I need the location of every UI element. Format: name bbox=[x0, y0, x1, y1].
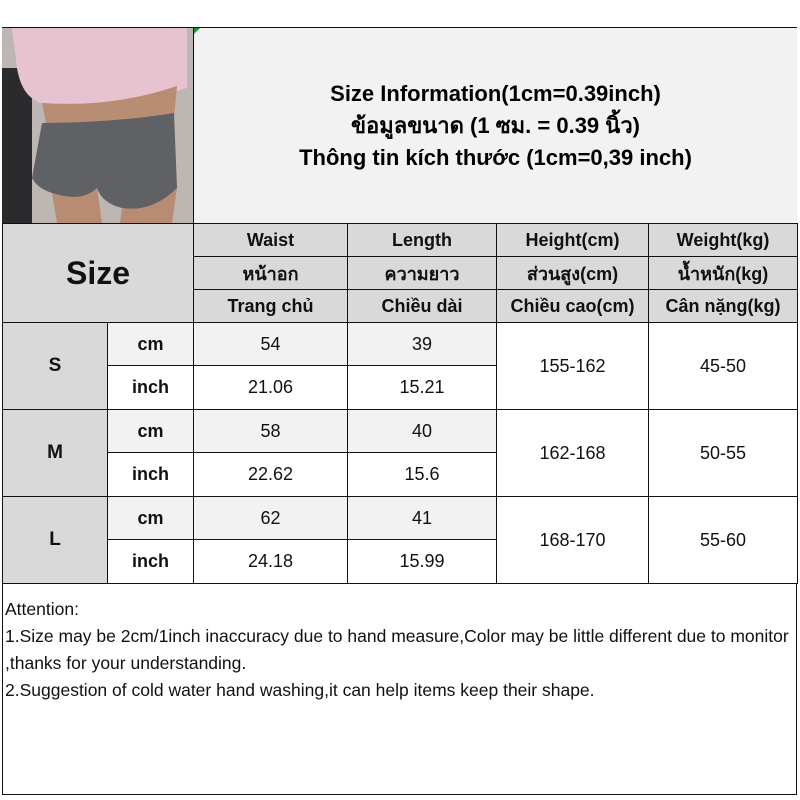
header-height-th: ส่วนสูง(cm) bbox=[496, 256, 649, 290]
unit-label: cm bbox=[107, 409, 194, 453]
waist-inch: 21.06 bbox=[193, 365, 348, 410]
header-waist: Waist bbox=[193, 223, 348, 257]
banner-title-vi: Thông tin kích thước (1cm=0,39 inch) bbox=[299, 144, 692, 170]
attention-note-2: 2.Suggestion of cold water hand washing,… bbox=[5, 680, 595, 700]
weight-range: 45-50 bbox=[648, 322, 798, 410]
length-inch: 15.6 bbox=[347, 452, 497, 497]
unit-label: inch bbox=[107, 365, 194, 410]
unit-label: cm bbox=[107, 322, 194, 366]
unit-label: inch bbox=[107, 539, 194, 584]
length-cm: 39 bbox=[347, 322, 497, 366]
header-length: Length bbox=[347, 223, 497, 257]
height-range: 168-170 bbox=[496, 496, 649, 584]
header-length-th: ความยาว bbox=[347, 256, 497, 290]
header-length-vi: Chiều dài bbox=[347, 289, 497, 323]
header-weight-vi: Cân nặng(kg) bbox=[648, 289, 798, 323]
size-table: Size Waist Length Height(cm) Weight(kg) … bbox=[2, 223, 798, 584]
length-cm: 41 bbox=[347, 496, 497, 540]
waist-cm: 62 bbox=[193, 496, 348, 540]
attention-note-1: 1.Size may be 2cm/1inch inaccuracy due t… bbox=[5, 626, 789, 673]
header-waist-vi: Trang chủ bbox=[193, 289, 348, 323]
header-height: Height(cm) bbox=[496, 223, 649, 257]
attention-title: Attention: bbox=[5, 599, 79, 619]
table-row: inch 22.62 15.6 bbox=[3, 452, 798, 497]
attention-notes: Attention: 1.Size may be 2cm/1inch inacc… bbox=[5, 596, 795, 704]
waist-inch: 22.62 bbox=[193, 452, 348, 497]
size-info-banner: Size Information(1cm=0.39inch) ข้อมูลขนา… bbox=[194, 28, 797, 223]
size-label: S bbox=[2, 322, 108, 410]
header-height-vi: Chiều cao(cm) bbox=[496, 289, 649, 323]
waist-inch: 24.18 bbox=[193, 539, 348, 584]
size-label: L bbox=[2, 496, 108, 584]
table-row: S cm 54 39 155-162 45-50 bbox=[2, 322, 798, 410]
table-row: L cm 62 41 168-170 55-60 bbox=[2, 496, 798, 584]
size-label: M bbox=[2, 409, 108, 497]
waist-cm: 54 bbox=[193, 322, 348, 366]
header-row-en: Size Waist Length Height(cm) Weight(kg) bbox=[2, 223, 798, 323]
waist-cm: 58 bbox=[193, 409, 348, 453]
table-row: M cm 58 40 162-168 50-55 bbox=[2, 409, 798, 497]
banner-title-en: Size Information(1cm=0.39inch) bbox=[330, 80, 661, 106]
unit-label: inch bbox=[107, 452, 194, 497]
length-inch: 15.99 bbox=[347, 539, 497, 584]
product-photo bbox=[2, 28, 194, 223]
weight-range: 50-55 bbox=[648, 409, 798, 497]
height-range: 162-168 bbox=[496, 409, 649, 497]
unit-label: cm bbox=[107, 496, 194, 540]
weight-range: 55-60 bbox=[648, 496, 798, 584]
header-weight: Weight(kg) bbox=[648, 223, 798, 257]
header-weight-th: น้ำหนัก(kg) bbox=[648, 256, 798, 290]
length-cm: 40 bbox=[347, 409, 497, 453]
header-waist-th: หน้าอก bbox=[193, 256, 348, 290]
size-header: Size bbox=[2, 223, 194, 323]
banner-title-th: ข้อมูลขนาด (1 ซม. = 0.39 นิ้ว) bbox=[350, 112, 640, 138]
height-range: 155-162 bbox=[496, 322, 649, 410]
length-inch: 15.21 bbox=[347, 365, 497, 410]
table-row: inch 24.18 15.99 bbox=[3, 539, 798, 584]
cell-corner-marker bbox=[194, 28, 200, 34]
